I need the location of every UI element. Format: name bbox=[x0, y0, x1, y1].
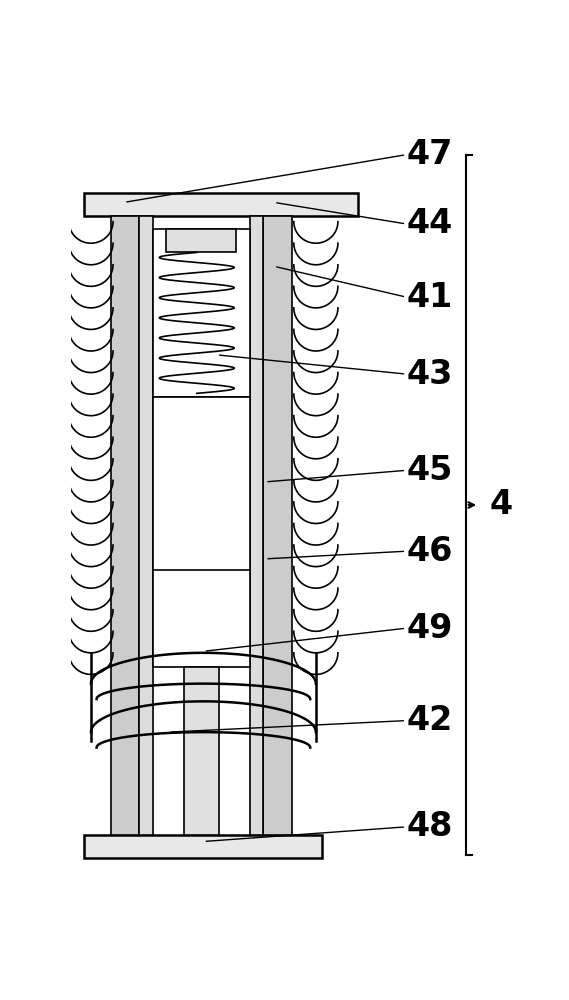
Bar bbox=[263, 216, 291, 835]
Text: 41: 41 bbox=[406, 281, 452, 314]
Bar bbox=[166, 229, 237, 252]
Text: 42: 42 bbox=[406, 704, 452, 737]
Bar bbox=[139, 216, 152, 835]
Bar bbox=[152, 397, 250, 667]
Text: 43: 43 bbox=[406, 358, 453, 391]
Text: 48: 48 bbox=[406, 810, 453, 843]
Bar bbox=[152, 229, 250, 397]
Text: 44: 44 bbox=[406, 207, 452, 240]
Text: 47: 47 bbox=[406, 138, 453, 171]
Bar bbox=[84, 835, 323, 858]
Bar bbox=[111, 216, 139, 835]
Text: 4: 4 bbox=[490, 488, 513, 522]
Text: 49: 49 bbox=[406, 612, 453, 645]
Bar bbox=[250, 216, 263, 835]
Text: 45: 45 bbox=[406, 454, 453, 487]
Text: 46: 46 bbox=[406, 535, 453, 568]
Bar bbox=[184, 667, 219, 835]
Bar bbox=[84, 193, 358, 216]
